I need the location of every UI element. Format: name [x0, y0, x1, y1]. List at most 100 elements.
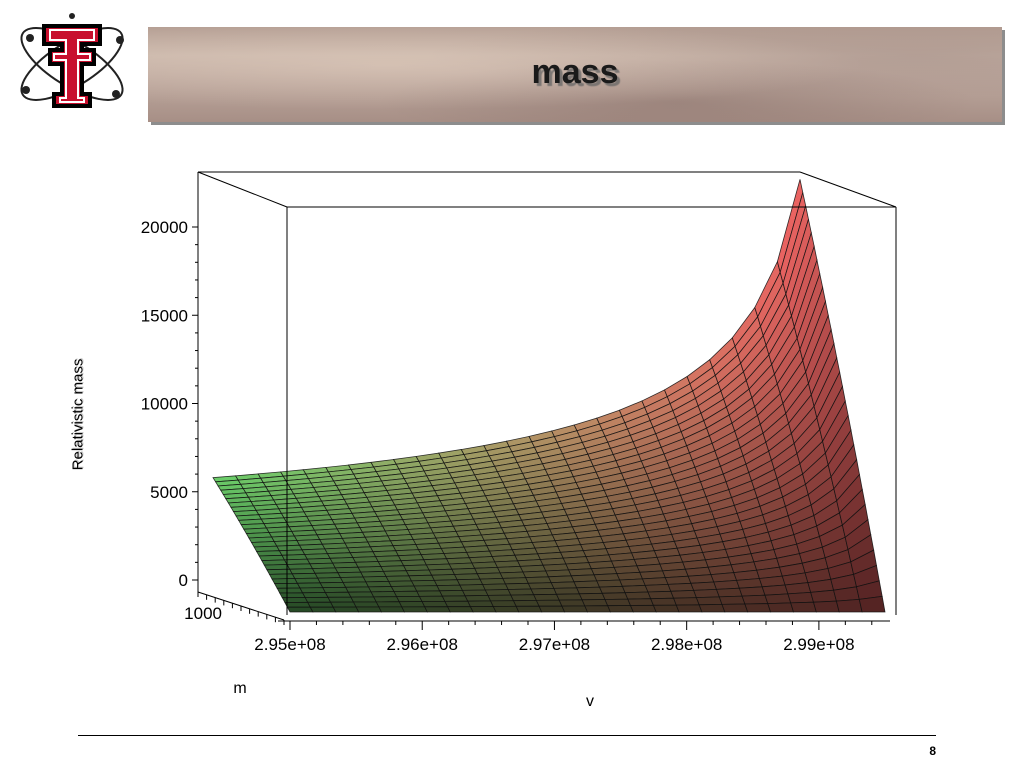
surface-cell: [558, 599, 586, 607]
surface-cell: [388, 580, 415, 587]
v-axis-label: v: [586, 693, 594, 710]
surface-cell: [581, 599, 609, 607]
surface-cell: [667, 582, 695, 592]
surface-cell: [584, 605, 612, 613]
surface-cell: [444, 600, 472, 608]
v-tick-label: 2.98e+08: [651, 635, 722, 654]
surface-cell: [421, 600, 449, 608]
surface-cell: [373, 596, 400, 603]
surface-cell: [378, 606, 406, 613]
surface-cell: [538, 605, 566, 613]
surface-cell: [284, 601, 311, 608]
surface-cell: [307, 601, 334, 608]
surface-cell: [629, 604, 657, 613]
surface-cell: [812, 600, 840, 613]
surface-cell: [621, 584, 649, 594]
surface-cell: [764, 593, 792, 605]
surface-cell: [329, 601, 357, 608]
surface-cell: [502, 577, 529, 585]
surface-cell: [604, 598, 632, 607]
surface-cell: [487, 594, 515, 602]
surface-cell: [555, 593, 583, 601]
axes: 0 5000 10000 15000 20000 1000 2.95e+08 2.96e+08…: [141, 172, 890, 710]
surface-cell: [433, 579, 461, 587]
surface-cell: [370, 591, 398, 598]
surface-cell: [393, 590, 421, 598]
surface-cell: [309, 606, 337, 613]
surface-cell: [304, 596, 332, 603]
surface-cell: [787, 591, 815, 604]
surface-cell: [345, 586, 372, 593]
page-number: 8: [929, 744, 936, 758]
surface-cell: [761, 584, 789, 596]
surface-cell: [858, 595, 886, 613]
surface-cell: [479, 577, 507, 585]
surface-cell: [530, 587, 558, 596]
surface-cell: [790, 601, 817, 613]
surface-cell: [453, 573, 481, 581]
surface-cell: [744, 603, 772, 613]
surface-cell: [281, 597, 309, 603]
surface-cell: [410, 579, 438, 587]
box-top-right-edge: [799, 171, 897, 208]
surface-cell: [395, 595, 423, 603]
surface-cell: [438, 589, 466, 597]
surface-cell: [510, 594, 538, 602]
surface-cell: [550, 581, 578, 589]
surface-cell: [327, 596, 355, 603]
surface-cell: [279, 592, 306, 599]
surface-cell: [527, 582, 555, 590]
surface-cell: [741, 594, 769, 605]
surface-cell: [418, 595, 446, 602]
surface-cell: [319, 581, 347, 589]
surface-cell: [553, 587, 581, 595]
texas-tech-logo: [20, 13, 124, 108]
surface-cell: [647, 590, 675, 600]
surface-cell: [512, 599, 540, 607]
surface-cell: [385, 575, 413, 582]
surface-cell: [721, 603, 749, 613]
surface-cell: [627, 598, 654, 606]
m-axis-label: m: [233, 680, 246, 697]
surface-cell: [598, 585, 626, 594]
surface-cell: [390, 585, 418, 592]
z-tick-label: 0: [179, 571, 188, 590]
surface-cell: [607, 605, 634, 613]
surface-cell: [286, 606, 314, 613]
surface-cell: [810, 589, 837, 603]
surface-cell: [469, 606, 497, 613]
bounding-box: [197, 171, 897, 615]
surface-cell: [573, 580, 601, 589]
v-tick-label: 2.95e+08: [254, 635, 325, 654]
surface-cell: [652, 604, 680, 613]
surface-cell: [693, 588, 720, 599]
surface-cell: [276, 587, 304, 594]
surface-cell: [342, 581, 370, 588]
surface-cell: [675, 604, 703, 613]
surface-cell: [459, 584, 486, 591]
surface-cell: [767, 602, 795, 613]
footer-rule: [78, 735, 936, 736]
surface-cell: [464, 594, 492, 602]
surface-cell: [301, 592, 329, 598]
title-banner: mass: [148, 27, 1002, 122]
surface-cell: [515, 605, 543, 613]
surface-cell: [467, 600, 494, 608]
surface-cell: [718, 595, 746, 605]
surface-cell: [535, 599, 563, 607]
box-top-left-edge: [197, 171, 288, 208]
surface-cell: [484, 589, 512, 596]
surface-cell: [507, 588, 535, 596]
surface-cell: [673, 597, 700, 606]
surface-cell: [835, 598, 863, 613]
surface-cell: [715, 587, 743, 598]
banner-background: [148, 27, 1002, 122]
surface-cell: [291, 572, 319, 579]
surface-cell: [436, 584, 464, 592]
slide-title: mass: [531, 53, 619, 91]
surface-cell: [695, 596, 723, 606]
surface-cell: [489, 600, 517, 607]
surface-cell: [299, 587, 327, 594]
surface-cell: [456, 578, 484, 586]
surface-cell: [413, 585, 441, 592]
